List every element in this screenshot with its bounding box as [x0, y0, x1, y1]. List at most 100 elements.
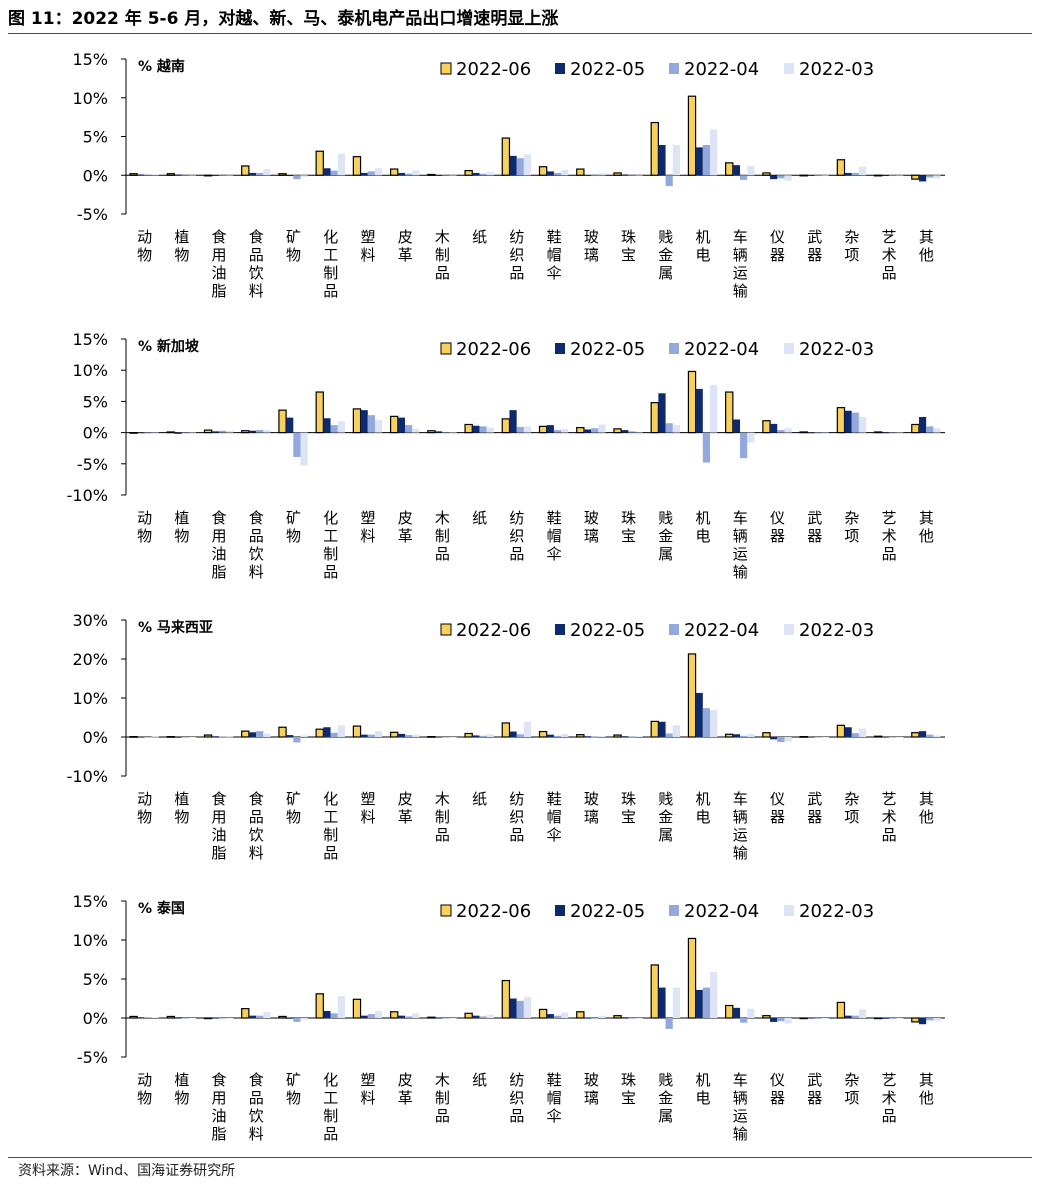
bar: [278, 1015, 287, 1019]
y-tick-label: 10%: [72, 931, 108, 950]
bar: [337, 421, 345, 433]
bar: [442, 737, 450, 738]
bar: [188, 1018, 197, 1019]
bar: [650, 121, 659, 176]
category-label-char: 油: [212, 264, 227, 282]
bar: [449, 1018, 457, 1019]
category-label-char: 用: [212, 246, 227, 264]
bar: [635, 432, 643, 435]
category-label-char: 料: [249, 844, 264, 862]
bar: [770, 175, 778, 180]
category-label-char: 璃: [584, 246, 599, 264]
bar: [911, 174, 920, 180]
y-tick-label: -5%: [77, 205, 108, 224]
bar: [226, 430, 234, 433]
category-label-char: 机: [696, 1071, 711, 1089]
legend-swatch-2022-03: [784, 63, 794, 74]
bar: [367, 734, 375, 737]
bar: [546, 1014, 554, 1018]
category-label-char: 辆: [733, 246, 748, 264]
category-label-char: 织: [509, 246, 524, 264]
bar: [918, 1018, 927, 1025]
bar: [181, 432, 189, 434]
bar: [851, 733, 859, 737]
y-tick-label: 5%: [83, 392, 108, 411]
bar: [807, 737, 815, 738]
bar: [591, 428, 599, 433]
bar: [256, 731, 264, 737]
category-label-char: 项: [844, 1089, 859, 1107]
legend-label: 2022-05: [570, 620, 645, 641]
y-tick-label: 10%: [72, 689, 108, 708]
bar: [799, 1017, 808, 1020]
category-label-char: 木: [435, 790, 450, 808]
bar: [427, 1016, 436, 1019]
bar: [553, 172, 562, 176]
bar: [129, 432, 138, 434]
bar: [933, 1018, 941, 1022]
bar: [404, 1016, 413, 1018]
category-label-char: 织: [509, 1089, 524, 1107]
bar: [293, 175, 301, 180]
bar: [516, 734, 524, 737]
bar: [374, 731, 383, 737]
category-label-char: 植: [174, 1071, 189, 1089]
bar: [315, 728, 324, 738]
category-label-char: 电: [696, 1089, 711, 1107]
bar: [293, 432, 301, 457]
bar: [464, 423, 473, 434]
category-label-char: 品: [435, 545, 450, 563]
category-label-char: 他: [919, 246, 934, 264]
category-label-char: 品: [323, 1125, 338, 1143]
bar: [858, 1009, 867, 1018]
bar: [710, 710, 718, 737]
category-label-char: 鞋: [547, 790, 562, 808]
bar: [695, 989, 703, 1018]
category-label-char: 物: [174, 527, 189, 545]
bar: [821, 737, 829, 738]
category-label-char: 伞: [547, 826, 562, 844]
bar: [435, 431, 443, 433]
bar: [203, 174, 213, 177]
bar: [814, 432, 822, 434]
bar: [821, 1018, 829, 1019]
category-label-char: 木: [435, 228, 450, 246]
bar: [858, 166, 867, 176]
category-label-char: 车: [733, 509, 748, 527]
bar: [188, 431, 197, 433]
category-label-char: 品: [435, 826, 450, 844]
bar: [851, 172, 859, 176]
bar: [218, 736, 227, 738]
legend-swatch-2022-03: [784, 905, 794, 916]
bar: [784, 737, 792, 742]
bar: [323, 727, 331, 737]
bar: [740, 432, 748, 459]
bar: [911, 1017, 920, 1023]
legend-swatch-2022-05: [555, 624, 565, 635]
bar: [933, 175, 941, 179]
category-label-char: 武: [807, 790, 822, 808]
category-label-char: 品: [249, 1089, 264, 1107]
bar: [479, 426, 487, 433]
bar: [672, 425, 680, 433]
bar: [435, 1018, 443, 1019]
bar: [360, 172, 368, 176]
bar: [293, 737, 301, 743]
bar: [367, 1014, 375, 1018]
bar: [628, 736, 636, 738]
y-tick-label: 15%: [72, 892, 108, 911]
legend-swatch-2022-03: [784, 624, 794, 635]
bar: [435, 175, 443, 176]
category-label-char: 帽: [547, 246, 562, 264]
bar: [576, 168, 585, 176]
bar: [591, 1018, 599, 1019]
category-label-char: 品: [509, 1107, 524, 1125]
bar: [226, 736, 234, 738]
bar: [658, 721, 666, 737]
bar: [486, 172, 494, 176]
bar: [881, 175, 889, 177]
bar: [732, 734, 741, 737]
bar: [464, 732, 473, 738]
y-tick-label: -5%: [77, 455, 108, 474]
bar: [427, 430, 436, 434]
